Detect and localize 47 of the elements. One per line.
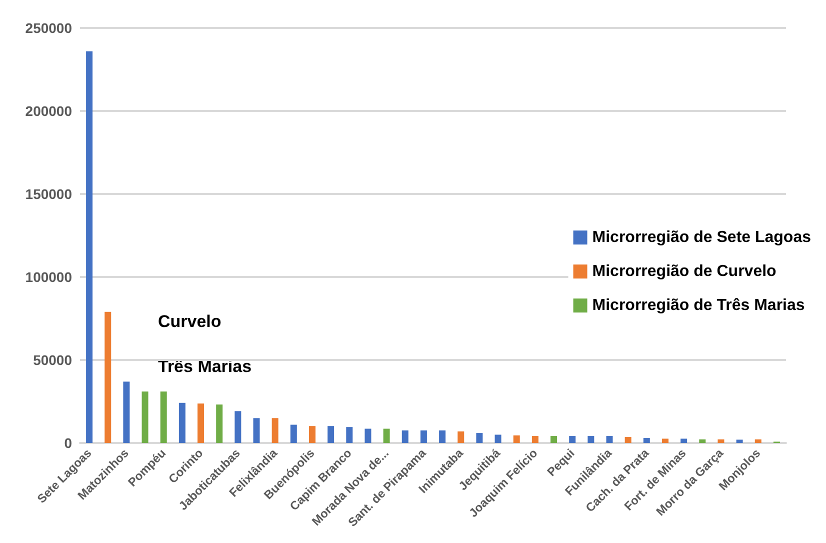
- bar: [402, 430, 408, 443]
- bar: [662, 438, 668, 443]
- legend-label: Microrregião de Curvelo: [592, 263, 777, 280]
- bar: [178, 402, 186, 443]
- bar: [494, 434, 502, 443]
- y-tick-label: 150000: [25, 186, 72, 202]
- bar: [643, 438, 650, 443]
- bar: [198, 403, 204, 443]
- bar: [383, 428, 390, 443]
- bar: [328, 426, 334, 443]
- bar: [476, 433, 483, 443]
- bar: [234, 411, 242, 443]
- y-tick-label: 100000: [25, 269, 72, 285]
- bar: [680, 438, 688, 443]
- bar: [550, 436, 558, 443]
- bar: [142, 392, 148, 443]
- bar: [346, 427, 353, 443]
- bar: [532, 436, 538, 443]
- bar: [86, 51, 93, 443]
- bar: [253, 418, 260, 443]
- bar: [216, 404, 223, 443]
- bar: [123, 382, 130, 443]
- bar: [699, 439, 706, 443]
- bar: [736, 440, 743, 443]
- y-tick-label: 250000: [25, 20, 72, 36]
- bar: [160, 392, 167, 443]
- bar: [624, 437, 632, 443]
- bar: [272, 418, 278, 443]
- bar: [439, 430, 446, 443]
- legend-label: Microrregião de Três Marias: [592, 297, 805, 314]
- legend-label: Microrregião de Sete Lagoas: [592, 229, 812, 246]
- bar: [104, 312, 112, 443]
- bar: [606, 436, 613, 443]
- annotation: Curvelo: [158, 312, 222, 331]
- y-tick-label: 0: [64, 435, 72, 451]
- bar: [458, 431, 464, 443]
- bar: [588, 436, 594, 443]
- bar: [513, 435, 520, 443]
- bar: [364, 428, 372, 443]
- y-tick-label: 50000: [33, 352, 72, 368]
- bar: [308, 426, 316, 443]
- bar: [420, 430, 427, 443]
- bar: [290, 424, 297, 443]
- bar: [569, 436, 576, 443]
- bar: [718, 439, 724, 443]
- y-tick-label: 200000: [25, 103, 72, 119]
- bar: [754, 439, 762, 443]
